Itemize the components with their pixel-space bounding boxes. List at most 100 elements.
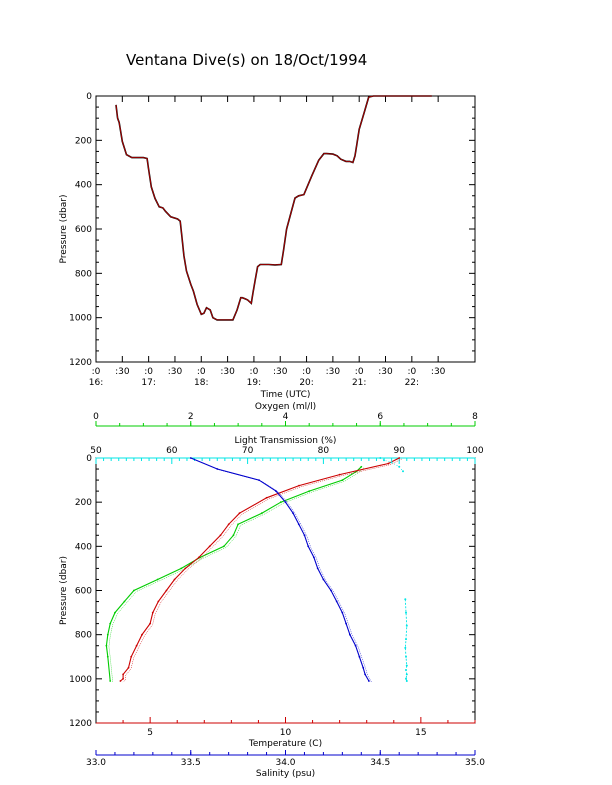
oxygen-axis-label: Oxygen (ml/l): [255, 402, 316, 412]
temperature-point: [119, 680, 122, 682]
light-transmission-point: [404, 646, 407, 649]
salinity-point: [368, 680, 370, 682]
temperature-point: [165, 589, 168, 592]
y-tick-label: 1200: [69, 358, 92, 368]
salinity-tick-label: 35.0: [465, 758, 485, 768]
x-tick-label: :0: [407, 367, 416, 377]
x-tick-label: :0: [144, 367, 153, 377]
light-axis-label: Light Transmission (%): [235, 436, 337, 446]
salinity-tick-label: 33.5: [181, 758, 201, 768]
temperature-point: [149, 622, 152, 625]
temperature-tick-label: 15: [415, 728, 426, 738]
x-tick-label: :30: [115, 367, 130, 377]
oxygen-point: [180, 567, 183, 570]
temperature-point: [173, 578, 176, 581]
temperature-point: [198, 556, 200, 559]
oxygen-point: [260, 512, 263, 515]
temperature-point: [298, 484, 300, 487]
salinity-point: [358, 655, 361, 658]
oxygen-trace-return: [108, 467, 364, 683]
y-axis-label: Pressure (dbar): [59, 195, 69, 264]
plot-frame: [95, 457, 476, 724]
salinity-point: [345, 622, 347, 625]
salinity-point: [275, 490, 277, 492]
salinity-point: [354, 644, 357, 647]
x-tick-label-hour: 19:: [247, 378, 261, 388]
salinity-point: [335, 600, 338, 603]
y-tick-label: 400: [75, 181, 92, 191]
dive-track-line: [115, 95, 432, 321]
oxygen-point: [308, 490, 311, 492]
light-transmission-surface-trace: [380, 457, 404, 472]
x-tick-label: :30: [326, 367, 341, 377]
x-axis-label: Time (UTC): [260, 390, 311, 400]
light-transmission-point: [405, 624, 408, 627]
oxygen-point: [109, 680, 112, 682]
oxygen-tick-label: 0: [93, 412, 99, 422]
temperature-trace: [120, 457, 400, 682]
x-tick-label-hour: 16:: [89, 378, 103, 388]
time-pressure-chart: 020040060080010001200:016::30:017::30:01…: [59, 92, 476, 400]
y-tick-label: 1000: [69, 675, 92, 685]
salinity-tick-label: 33.0: [86, 758, 106, 768]
light-transmission-point: [402, 470, 404, 473]
temperature-point: [127, 666, 130, 669]
y-tick-label: 400: [75, 542, 92, 552]
temperature-tick-label: 5: [147, 728, 153, 738]
y-tick-label: 600: [75, 587, 92, 597]
x-tick-label-hour: 20:: [299, 378, 313, 388]
oxygen-point: [133, 589, 135, 592]
salinity-axis-label: Salinity (psu): [256, 769, 315, 779]
y-tick-label: 800: [75, 631, 92, 641]
x-tick-label: :0: [302, 367, 311, 377]
light-transmission-point: [405, 611, 407, 614]
x-tick-label: :0: [250, 367, 259, 377]
x-tick-label: :30: [168, 367, 183, 377]
salinity-point: [364, 673, 366, 676]
oxygen-point: [109, 622, 112, 625]
light-tick-label: 80: [318, 446, 330, 456]
temperature-point: [130, 655, 133, 658]
y-tick-label: 1000: [69, 314, 92, 324]
oxygen-point: [123, 600, 126, 603]
oxygen-point: [114, 611, 116, 614]
salinity-trace: [190, 457, 370, 682]
salinity-trace-return: [193, 458, 372, 683]
salinity-point: [292, 512, 294, 515]
temperature-point: [387, 462, 390, 465]
salinity-point: [189, 457, 192, 459]
light-tick-label: 100: [466, 446, 483, 456]
salinity-point: [362, 666, 365, 669]
x-tick-label-hour: 18:: [194, 378, 208, 388]
temperature-point: [151, 611, 154, 614]
y-axis-label: Pressure (dbar): [59, 556, 69, 625]
oxygen-point: [341, 479, 344, 481]
oxygen-point: [360, 465, 363, 468]
salinity-point: [316, 567, 319, 570]
x-tick-label: :0: [197, 367, 206, 377]
oxygen-tick-label: 2: [188, 412, 194, 422]
x-tick-label: :30: [431, 367, 446, 377]
temperature-point: [135, 644, 138, 647]
x-tick-label-hour: 22:: [405, 378, 419, 388]
temperature-point: [238, 512, 241, 515]
light-tick-label: 60: [166, 446, 178, 456]
oxygen-point: [105, 644, 108, 647]
oxygen-point: [156, 578, 159, 581]
oxygen-tick-label: 8: [472, 412, 478, 422]
temperature-trace-return: [122, 458, 402, 683]
temperature-point: [398, 457, 401, 459]
light-tick-label: 50: [90, 446, 102, 456]
x-tick-label: :0: [92, 367, 101, 377]
salinity-tick-label: 34.5: [370, 758, 390, 768]
temperature-point: [122, 677, 124, 680]
temperature-point: [338, 473, 341, 476]
oxygen-tick-label: 4: [283, 412, 289, 422]
oxygen-point: [232, 534, 235, 537]
salinity-point: [307, 545, 310, 548]
salinity-point: [297, 523, 300, 526]
y-tick-label: 0: [86, 454, 92, 464]
temperature-point: [122, 673, 124, 676]
temperature-point: [184, 567, 187, 570]
